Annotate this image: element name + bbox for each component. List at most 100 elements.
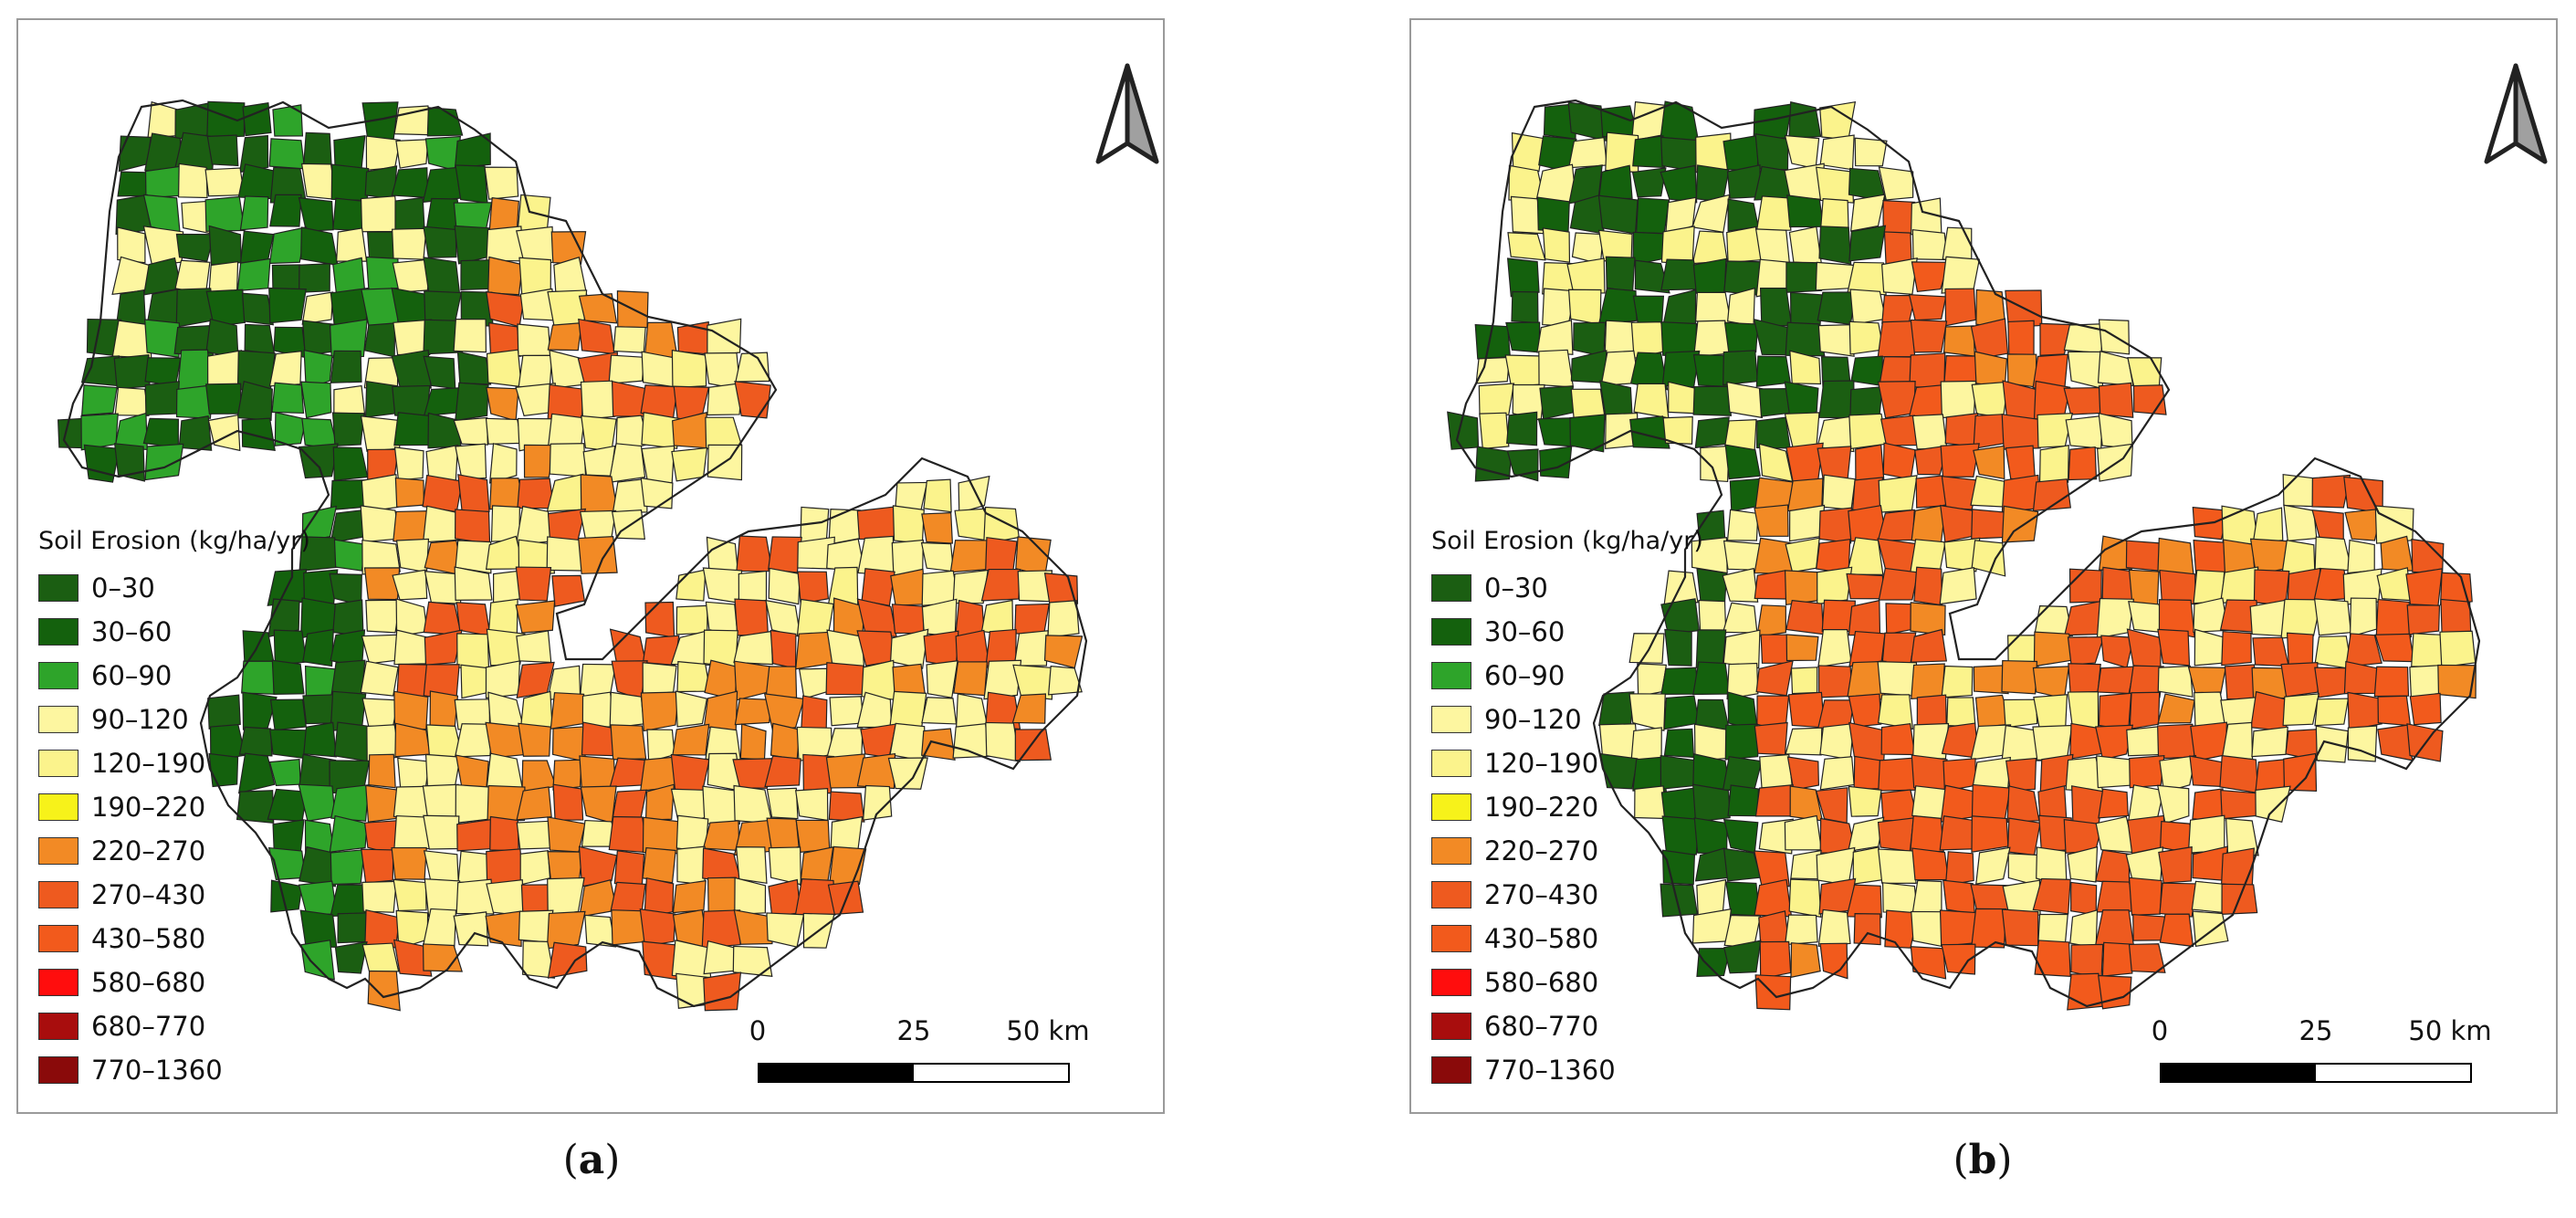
subbasin-polygon bbox=[1910, 946, 1947, 980]
subbasin-polygon bbox=[1941, 665, 1974, 698]
subbasin-polygon bbox=[1911, 910, 1944, 948]
subbasin-polygon bbox=[608, 815, 648, 854]
subbasin-polygon bbox=[580, 474, 619, 514]
erosion-map-a bbox=[57, 99, 1088, 1012]
subbasin-polygon bbox=[2063, 386, 2105, 415]
legend-swatch bbox=[38, 618, 79, 646]
subbasin-polygon bbox=[1817, 908, 1851, 947]
subbasin-polygon bbox=[2347, 725, 2378, 762]
scale-bar-black-segment bbox=[2160, 1063, 2316, 1083]
subbasin-polygon bbox=[1573, 321, 1607, 358]
subbasin-polygon bbox=[361, 634, 400, 665]
caption-close: ) bbox=[1996, 1137, 2013, 1183]
subbasin-polygon bbox=[521, 760, 557, 793]
subbasin-polygon bbox=[2252, 507, 2284, 543]
subbasin-polygon bbox=[2440, 598, 2472, 636]
subbasin-polygon bbox=[2253, 569, 2290, 606]
subbasin-polygon bbox=[1660, 883, 1699, 918]
subbasin-polygon bbox=[921, 512, 954, 544]
subbasin-polygon bbox=[177, 349, 212, 391]
subbasin-polygon bbox=[1755, 195, 1792, 231]
caption-letter: b bbox=[1968, 1137, 1997, 1183]
subbasin-polygon bbox=[1846, 572, 1886, 600]
subbasin-polygon bbox=[1661, 350, 1701, 388]
subbasin-polygon bbox=[580, 380, 616, 420]
subbasin-polygon bbox=[2094, 909, 2135, 949]
scale-label-50: 50 km bbox=[2408, 1015, 2492, 1046]
subbasin-polygon bbox=[1940, 380, 1977, 418]
subbasin-polygon bbox=[1538, 349, 1575, 388]
subbasin-polygon bbox=[1597, 194, 1639, 235]
subbasin-polygon bbox=[2001, 505, 2039, 543]
subbasin-polygon bbox=[830, 815, 864, 853]
subbasin-polygon bbox=[1566, 257, 1606, 294]
legend-swatch bbox=[38, 574, 79, 602]
map-regions-a bbox=[57, 99, 1088, 1012]
subbasin-polygon bbox=[206, 100, 246, 139]
map-panel-a: Soil Erosion (kg/ha/yr) 0–30 30–60 60–90 90… bbox=[16, 18, 1165, 1114]
subbasin-polygon bbox=[2159, 913, 2194, 948]
subbasin-polygon bbox=[2374, 633, 2415, 663]
subbasin-polygon bbox=[549, 443, 587, 478]
legend-item: 770–1360 bbox=[38, 1048, 310, 1092]
subbasin-polygon bbox=[144, 319, 180, 359]
subbasin-polygon bbox=[2007, 320, 2035, 357]
subbasin-polygon bbox=[489, 815, 519, 852]
subbasin-polygon bbox=[485, 660, 520, 699]
subbasin-polygon bbox=[239, 195, 269, 231]
subbasin-polygon bbox=[952, 569, 989, 604]
subbasin-polygon bbox=[856, 506, 895, 541]
subbasin-polygon bbox=[360, 415, 401, 452]
subbasin-polygon bbox=[1941, 943, 1976, 975]
subbasin-polygon bbox=[1788, 101, 1822, 140]
subbasin-polygon bbox=[550, 231, 587, 265]
subbasin-polygon bbox=[2126, 628, 2162, 669]
subbasin-polygon bbox=[178, 415, 213, 451]
subbasin-polygon bbox=[763, 693, 805, 732]
subbasin-polygon bbox=[208, 225, 242, 266]
subbasin-polygon bbox=[1723, 350, 1759, 386]
scale-label-25: 25 bbox=[896, 1015, 931, 1046]
subbasin-polygon bbox=[608, 443, 646, 484]
subbasin-polygon bbox=[642, 846, 676, 884]
legend-label: 60–90 bbox=[1484, 660, 1565, 691]
subbasin-polygon bbox=[113, 354, 151, 390]
subbasin-polygon bbox=[1634, 259, 1670, 294]
subbasin-polygon bbox=[889, 628, 929, 669]
subbasin-polygon bbox=[393, 629, 427, 666]
subbasin-polygon bbox=[1975, 846, 2011, 885]
subbasin-polygon bbox=[735, 846, 768, 885]
subbasin-polygon bbox=[2037, 413, 2074, 448]
subbasin-polygon bbox=[2101, 941, 2133, 977]
subbasin-polygon bbox=[1944, 288, 1977, 327]
subbasin-polygon bbox=[766, 787, 799, 820]
legend-swatch bbox=[1431, 706, 1471, 733]
subbasin-polygon bbox=[238, 726, 273, 757]
subbasin-polygon bbox=[147, 289, 180, 325]
subbasin-polygon bbox=[117, 226, 146, 264]
subbasin-polygon bbox=[1848, 225, 1887, 262]
subbasin-polygon bbox=[1846, 884, 1882, 919]
subbasin-polygon bbox=[2373, 666, 2410, 698]
subbasin-polygon bbox=[551, 574, 586, 607]
subbasin-polygon bbox=[1785, 537, 1820, 573]
subbasin-polygon bbox=[641, 351, 675, 388]
subbasin-polygon bbox=[515, 566, 552, 602]
subbasin-polygon bbox=[1011, 693, 1047, 724]
subbasin-polygon bbox=[455, 783, 491, 824]
legend-label: 30–60 bbox=[1484, 616, 1565, 647]
subbasin-polygon bbox=[2157, 537, 2194, 576]
subbasin-polygon bbox=[1043, 572, 1079, 605]
subbasin-polygon bbox=[423, 601, 462, 636]
subbasin-polygon bbox=[208, 752, 239, 788]
subbasin-polygon bbox=[612, 789, 647, 820]
subbasin-polygon bbox=[640, 477, 674, 509]
legend-item: 270–430 bbox=[38, 873, 310, 917]
subbasin-polygon bbox=[1944, 851, 1974, 887]
subbasin-polygon bbox=[519, 690, 553, 730]
subbasin-polygon bbox=[1605, 256, 1636, 293]
subbasin-polygon bbox=[1567, 136, 1607, 169]
subbasin-polygon bbox=[1913, 566, 1943, 606]
subbasin-polygon bbox=[361, 942, 400, 972]
subbasin-polygon bbox=[274, 411, 307, 446]
